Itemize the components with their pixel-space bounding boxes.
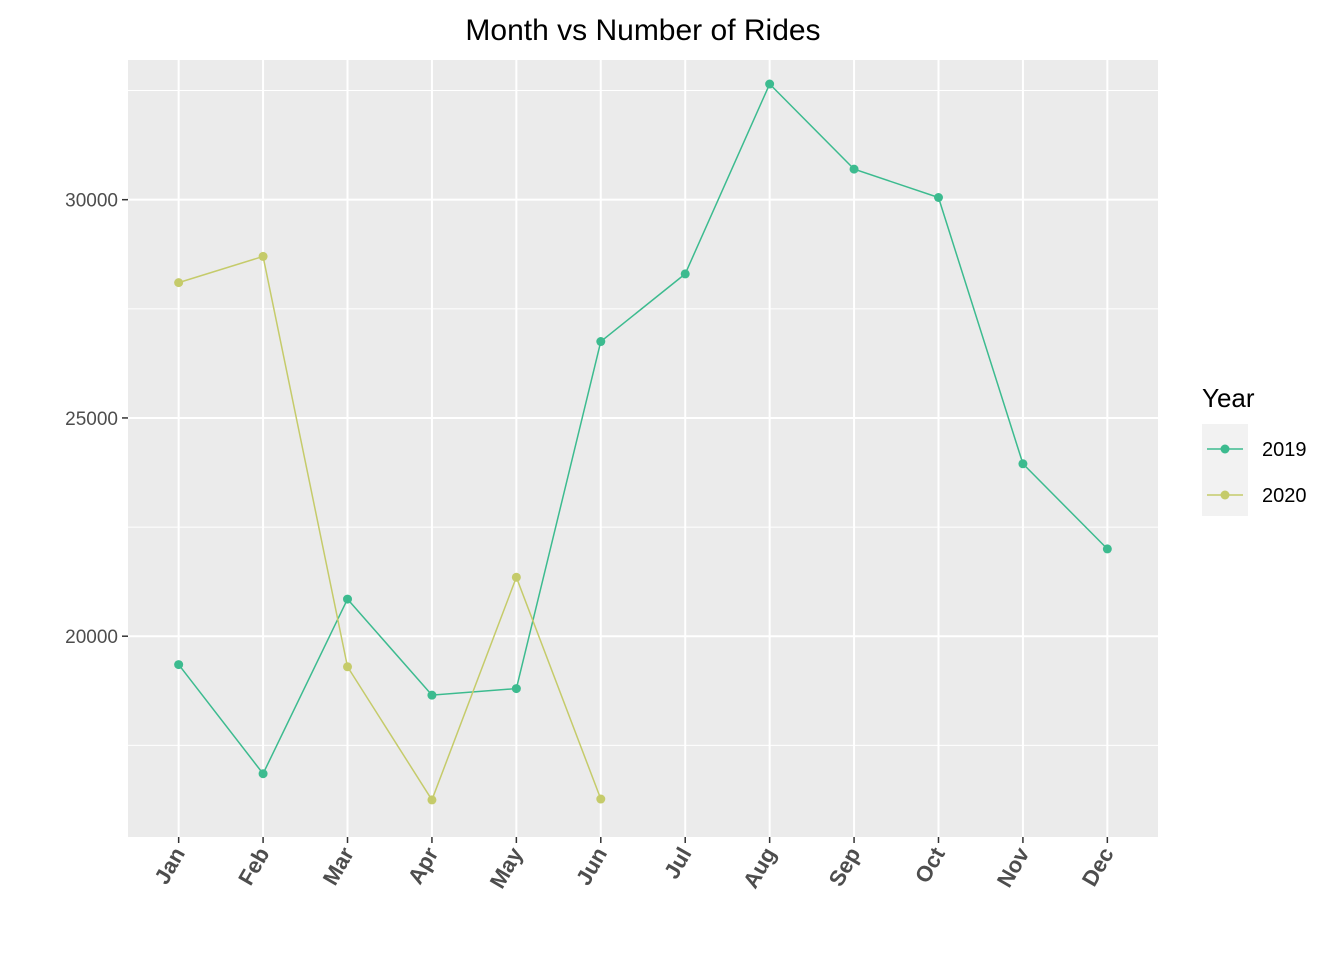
x-axis: Jan Feb Mar Apr May Jun Jul Aug Sep Oct Nov Dec xyxy=(149,837,1119,893)
data-point xyxy=(427,795,437,805)
grid-major xyxy=(128,60,1158,837)
series-line-2019 xyxy=(178,82,1108,776)
legend-key-point xyxy=(1220,444,1230,454)
y-axis: 20000 25000 30000 xyxy=(65,191,128,648)
legend-label: 2019 xyxy=(1262,439,1307,461)
data-point xyxy=(849,164,859,174)
legend: Year 2019 2020 xyxy=(1202,383,1307,516)
data-point xyxy=(933,193,943,203)
x-tick-label: Jun xyxy=(571,843,612,889)
y-tick-label: 30000 xyxy=(65,191,118,212)
series-layer xyxy=(174,79,1112,805)
legend-key-point xyxy=(1220,490,1230,500)
x-tick-label: Apr xyxy=(403,843,444,889)
data-point xyxy=(511,572,521,582)
x-tick-label: Sep xyxy=(824,843,866,890)
grid-minor xyxy=(128,90,1158,746)
legend-title: Year xyxy=(1202,383,1255,413)
legend-label: 2020 xyxy=(1262,485,1307,507)
series-line-2020 xyxy=(178,255,602,802)
data-point xyxy=(1102,544,1112,554)
data-point xyxy=(765,79,775,89)
data-point xyxy=(680,269,690,279)
x-tick-label: Dec xyxy=(1077,843,1119,890)
chart-title: Month vs Number of Rides xyxy=(465,14,820,47)
y-tick-label: 25000 xyxy=(65,409,118,430)
legend-item-2020: 2020 xyxy=(1207,485,1307,507)
legend-item-2019: 2019 xyxy=(1207,439,1307,461)
data-point xyxy=(596,794,606,804)
plot-panel xyxy=(128,60,1158,837)
data-point xyxy=(427,690,437,700)
x-tick-label: Jan xyxy=(149,843,190,888)
data-point xyxy=(511,684,521,694)
data-point xyxy=(258,769,268,779)
y-tick-label: 20000 xyxy=(65,627,118,648)
x-tick-label: May xyxy=(485,842,528,892)
data-point xyxy=(343,662,353,672)
x-tick-label: Aug xyxy=(738,843,781,893)
data-point xyxy=(343,594,353,604)
data-point xyxy=(596,337,606,347)
x-tick-label: Jul xyxy=(659,843,697,883)
legend-items: 2019 2020 xyxy=(1207,439,1307,507)
series-2020 xyxy=(174,251,606,805)
data-point xyxy=(174,660,184,670)
x-tick-label: Nov xyxy=(992,842,1035,891)
x-tick-label: Feb xyxy=(233,843,274,889)
data-point xyxy=(258,251,268,261)
data-point xyxy=(174,278,184,288)
legend-key-background xyxy=(1202,424,1248,516)
x-tick-label: Mar xyxy=(318,843,359,890)
x-tick-label: Oct xyxy=(910,842,950,887)
series-2019 xyxy=(174,79,1112,779)
data-point xyxy=(1018,459,1028,469)
